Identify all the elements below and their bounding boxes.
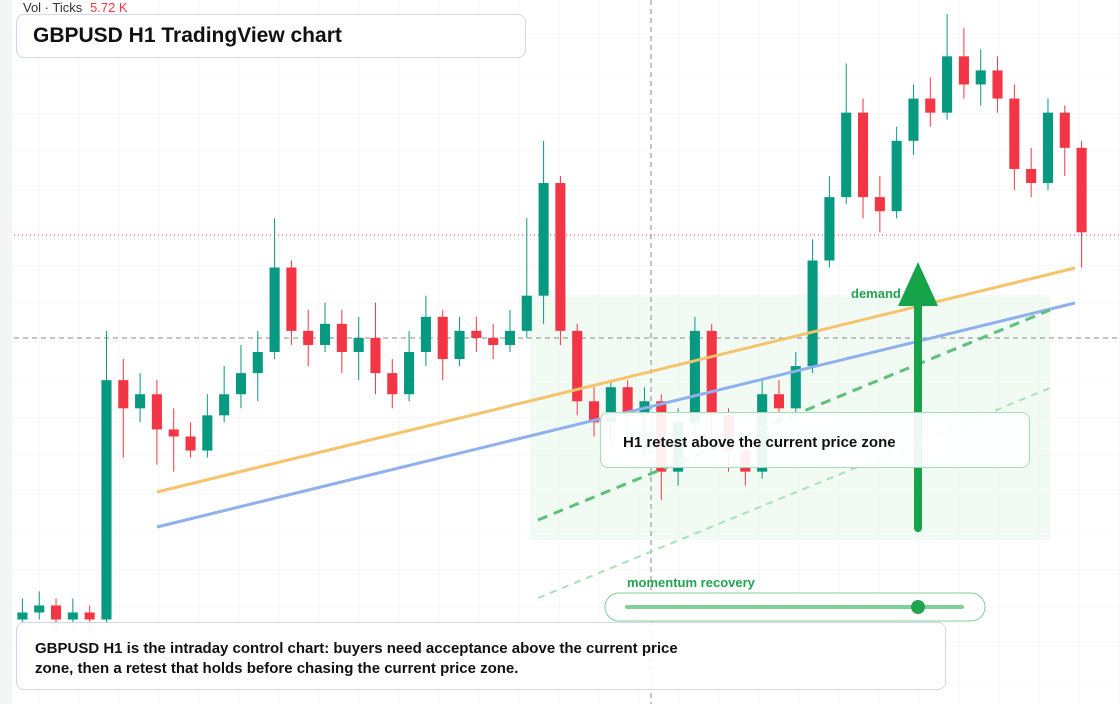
candle-body [488, 337, 499, 345]
candle-body [269, 267, 280, 352]
candle-body [50, 605, 62, 620]
candle-body [151, 394, 162, 430]
candle-body [135, 394, 146, 409]
candle-body [504, 330, 516, 345]
arrow-head [898, 262, 938, 306]
candle-body [235, 373, 247, 395]
candle-body [572, 330, 583, 402]
candle-body [773, 394, 785, 409]
candle-body [252, 352, 263, 374]
candle-body [471, 330, 482, 338]
candle-body [942, 56, 953, 113]
candle-body [286, 267, 297, 331]
candle-body [319, 323, 331, 345]
volume-value: 5.72 K [90, 0, 128, 15]
candle-body [824, 197, 835, 261]
candle-body [605, 387, 616, 423]
candle-body [336, 323, 347, 352]
note: GBPUSD H1 is the intraday control chart:… [16, 622, 946, 690]
candle-body [168, 429, 179, 437]
candle-body [1042, 112, 1054, 184]
volume-label: Vol · Ticks [23, 0, 83, 15]
candle-body [588, 401, 600, 423]
candle-body [790, 366, 801, 409]
candle-body [118, 380, 129, 409]
candle-body [34, 605, 45, 613]
candle-body [420, 316, 431, 352]
candle-body [857, 112, 869, 198]
candle-body [925, 98, 936, 113]
candle-body [622, 387, 633, 416]
candle-body [404, 352, 415, 395]
candle-body [1026, 168, 1037, 184]
retest-callout: H1 retest above the current price zone [600, 412, 1030, 468]
title: GBPUSD H1 TradingView chart [16, 14, 526, 58]
momentum-label: momentum recovery [627, 575, 756, 590]
candle-body [387, 373, 398, 395]
candle-body [1059, 112, 1070, 148]
candle-body [353, 337, 364, 352]
candle-body [185, 436, 196, 451]
candle-body [202, 415, 213, 451]
candle-body [908, 98, 919, 141]
candle-body [219, 394, 230, 416]
candle-body [67, 612, 78, 620]
candle-body [992, 70, 1003, 99]
candle-body [958, 56, 969, 85]
candle-body [874, 197, 885, 212]
candle-body [521, 295, 532, 331]
candle-body [437, 316, 448, 360]
candle-body [303, 330, 314, 345]
candle-body [841, 112, 852, 198]
candle-body [370, 337, 381, 374]
candle-body [538, 183, 549, 296]
candle-body [101, 380, 112, 620]
candle-body [454, 330, 465, 360]
candle-body [84, 612, 95, 620]
left-edge [0, 0, 12, 704]
candle-body [689, 330, 700, 423]
candle-body [17, 612, 28, 620]
candle-body [1009, 98, 1020, 169]
candle-body [555, 183, 566, 331]
candle-body [807, 260, 818, 367]
candle-body [1076, 147, 1087, 233]
candle-body [706, 330, 717, 416]
slider-knob [911, 600, 925, 614]
note-text: GBPUSD H1 is the intraday control chart:… [35, 640, 678, 677]
candle-body [891, 140, 902, 212]
candle-body [975, 70, 986, 85]
